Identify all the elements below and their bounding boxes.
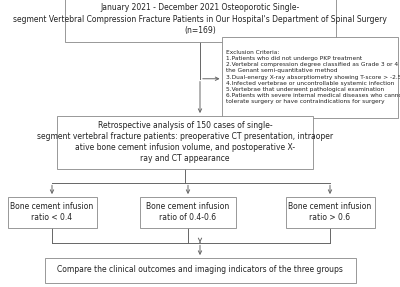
FancyBboxPatch shape [57,115,313,168]
Text: Exclusion Criteria:
1.Patients who did not undergo PKP treatment
2.Vertebral com: Exclusion Criteria: 1.Patients who did n… [226,50,400,104]
FancyBboxPatch shape [8,197,96,228]
Text: Bone cement infusion
ratio of 0.4-0.6: Bone cement infusion ratio of 0.4-0.6 [146,202,230,222]
FancyBboxPatch shape [222,36,398,117]
Text: January 2021 - December 2021 Osteoporotic Single-
segment Vertebral Compression : January 2021 - December 2021 Osteoporoti… [13,3,387,35]
Text: Compare the clinical outcomes and imaging indicators of the three groups: Compare the clinical outcomes and imagin… [57,265,343,274]
Text: Bone cement infusion
ratio > 0.6: Bone cement infusion ratio > 0.6 [288,202,372,222]
FancyBboxPatch shape [140,197,236,228]
FancyBboxPatch shape [286,197,374,228]
Text: Retrospective analysis of 150 cases of single-
segment vertebral fracture patien: Retrospective analysis of 150 cases of s… [37,121,333,163]
Text: Bone cement infusion
ratio < 0.4: Bone cement infusion ratio < 0.4 [10,202,94,222]
FancyBboxPatch shape [44,257,356,282]
FancyBboxPatch shape [64,0,336,42]
